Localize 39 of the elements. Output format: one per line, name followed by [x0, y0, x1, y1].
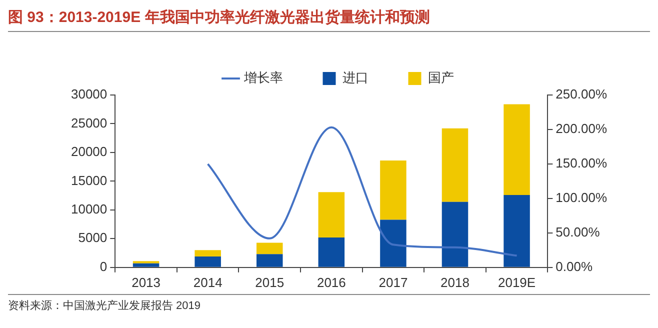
y-tick-label: 15000 [70, 172, 108, 188]
bar [132, 263, 160, 267]
bar [504, 194, 530, 267]
y-tick-label: 5000 [78, 230, 108, 246]
line-series [206, 126, 518, 257]
y-tick-label: 10000 [70, 202, 108, 217]
y2-tick-label: 100.00% [556, 190, 608, 206]
y-tick-label: 25000 [70, 115, 108, 130]
y2-tick-label: 150.00% [556, 156, 608, 171]
bar [256, 242, 283, 254]
legend-label: 国产 [428, 70, 454, 86]
bar [380, 220, 406, 267]
bar [194, 256, 221, 267]
y-tick-label: 30000 [70, 86, 108, 102]
bar [442, 202, 468, 267]
legend-label: 进口 [342, 70, 368, 86]
x-tick-label: 2019E [498, 274, 536, 290]
x-tick-label: 2017 [378, 274, 408, 290]
bar [380, 160, 406, 220]
bar [318, 238, 345, 267]
bar [256, 254, 283, 267]
chart-title: 图 93：2013-2019E 年我国中功率光纤激光器出货量统计和预测 [8, 8, 650, 32]
y2-tick-label: 50.00% [556, 224, 600, 240]
text: 资料来源：中国激光产业发展报告 2019 [8, 298, 202, 313]
x-tick-label: 2015 [255, 274, 284, 290]
bar [318, 192, 345, 238]
y2-tick-label: 200.00% [556, 121, 608, 136]
x-tick-label: 2016 [316, 274, 346, 290]
y-tick-label: 20000 [70, 144, 108, 160]
x-tick-label: 2013 [132, 274, 161, 290]
bar [194, 250, 221, 256]
x-tick-label: 2018 [440, 274, 470, 290]
y2-tick-label: 250.00% [556, 86, 608, 102]
x-tick-label: 2014 [193, 274, 222, 290]
bar [442, 128, 468, 202]
bar [504, 104, 530, 195]
y-tick-label: 0 [100, 258, 108, 274]
legend-label: 增长率 [242, 70, 283, 86]
y2-tick-label: 0.00% [556, 258, 593, 274]
